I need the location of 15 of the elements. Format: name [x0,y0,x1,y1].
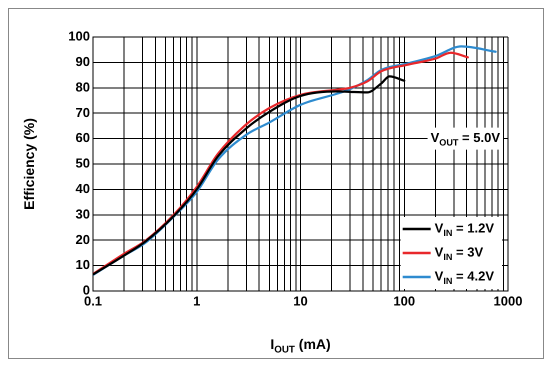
y-tick-label: 20 [76,232,90,247]
y-tick-label: 40 [76,180,90,196]
y-tick-label: 80 [76,79,90,94]
y-tick-label: 90 [76,54,90,69]
x-tick-label: 10 [293,293,308,308]
y-tick-label: 60 [76,130,90,146]
y-tick-label: 10 [76,257,90,272]
y-axis-title: Efficiency (%) [20,118,37,210]
y-tick-label: 30 [76,206,90,222]
x-tick-label: 1000 [494,293,522,308]
y-tick-label: 100 [68,28,90,44]
x-tick-label: 1 [193,293,200,308]
y-tick-label: 50 [76,156,90,171]
x-tick-label: 100 [393,293,416,308]
y-tick-label: 70 [76,104,90,120]
